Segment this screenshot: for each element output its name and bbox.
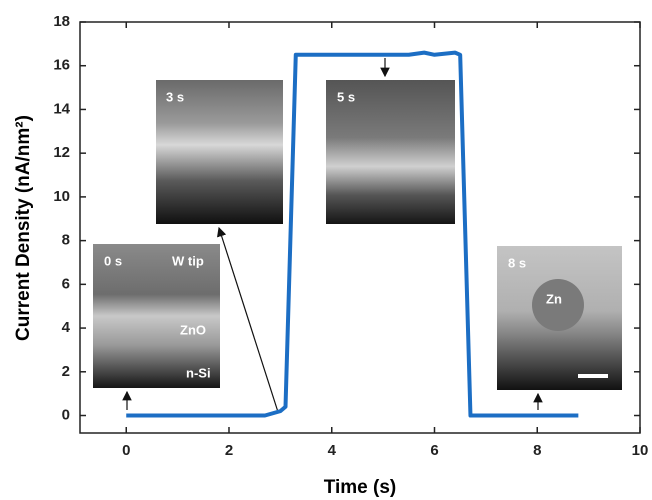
inset-image bbox=[93, 244, 220, 388]
x-axis-label: Time (s) bbox=[324, 477, 397, 498]
y-tick-label: 12 bbox=[53, 144, 70, 161]
y-tick-label: 16 bbox=[53, 57, 70, 74]
scale-bar bbox=[578, 374, 608, 378]
inset-image bbox=[326, 80, 455, 224]
annotation: 0 s bbox=[104, 253, 122, 268]
data-line bbox=[126, 50, 579, 418]
x-tick-label: 6 bbox=[430, 442, 438, 459]
y-tick-label: 4 bbox=[62, 319, 71, 336]
x-tick-label: 8 bbox=[533, 442, 541, 459]
y-axis-label: Current Density (nA/nm²) bbox=[13, 115, 34, 341]
annotation: 3 s bbox=[166, 89, 184, 104]
annotation: 5 s bbox=[337, 89, 355, 104]
inset-image bbox=[156, 80, 283, 224]
x-tick-label: 2 bbox=[225, 442, 233, 459]
insets bbox=[93, 58, 622, 413]
y-tick-label: 8 bbox=[62, 232, 70, 249]
x-tick-label: 10 bbox=[632, 442, 649, 459]
x-tick-label: 4 bbox=[328, 442, 337, 459]
x-tick-label: 0 bbox=[122, 442, 130, 459]
arrow bbox=[216, 226, 279, 413]
plot-frame bbox=[79, 21, 641, 434]
y-tick-label: 0 bbox=[62, 406, 70, 423]
y-tick-label: 18 bbox=[53, 13, 70, 30]
annotation: n-Si bbox=[186, 365, 211, 380]
y-tick-label: 6 bbox=[62, 275, 70, 292]
annotation: ZnO bbox=[180, 322, 206, 337]
y-tick-label: 14 bbox=[53, 100, 70, 117]
zn-particle bbox=[532, 279, 584, 331]
annotation: W tip bbox=[172, 253, 204, 268]
y-tick-label: 10 bbox=[53, 188, 70, 205]
annotation: 8 s bbox=[508, 255, 526, 270]
y-tick-label: 2 bbox=[62, 363, 70, 380]
annotation: Zn bbox=[546, 291, 562, 306]
